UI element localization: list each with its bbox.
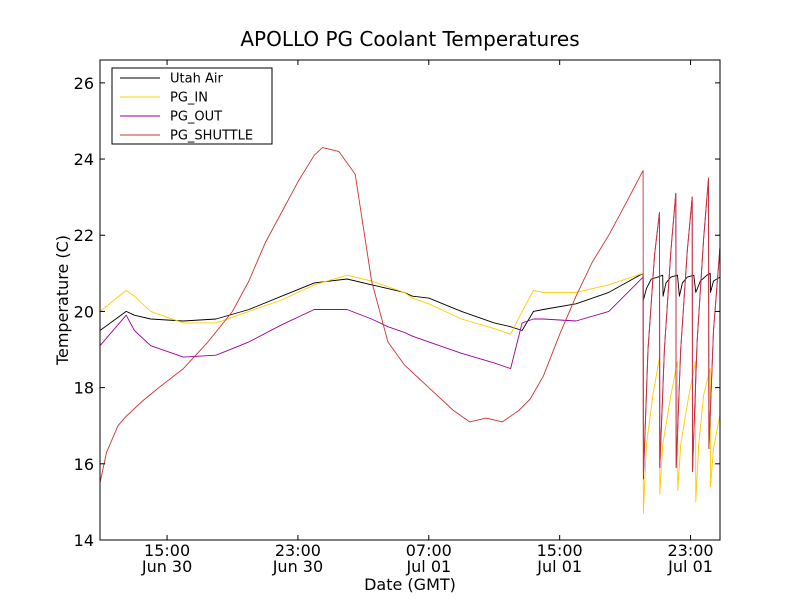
legend-label: Utah Air	[170, 72, 223, 87]
y-tick-label: 24	[74, 150, 94, 169]
x-tick-label-time: 23:00	[275, 541, 321, 560]
y-tick-label: 22	[74, 226, 94, 245]
y-tick-label: 26	[74, 74, 94, 93]
x-tick-label-date: Jun 30	[272, 557, 323, 576]
y-tick-label: 20	[74, 302, 94, 321]
x-tick-label-date: Jun 30	[141, 557, 192, 576]
x-tick-label-date: Jul 01	[405, 557, 451, 576]
x-tick-label-time: 15:00	[144, 541, 190, 560]
legend-label: PG_IN	[170, 91, 208, 106]
y-tick-label: 16	[74, 455, 94, 474]
plot-frame	[99, 59, 721, 541]
y-tick-label: 14	[74, 531, 94, 550]
series-layer	[99, 147, 721, 514]
series-line-pg-shuttle	[99, 147, 721, 483]
y-axis-title: Temperature (C)	[53, 235, 72, 366]
x-tick-label-time: 23:00	[667, 541, 713, 560]
x-tick-label-time: 07:00	[406, 541, 452, 560]
legend: Utah Air PG_IN PG_OUT PG_SHUTTLE	[111, 67, 273, 145]
x-tick-label-time: 15:00	[537, 541, 583, 560]
legend-label: PG_SHUTTLE	[170, 129, 253, 144]
legend-frame	[111, 67, 273, 145]
x-tick-label-date: Jul 01	[667, 557, 713, 576]
legend-label: PG_OUT	[170, 110, 222, 125]
y-tick-label: 18	[74, 379, 94, 398]
x-tick-label-date: Jul 01	[536, 557, 582, 576]
x-axis-title: Date (GMT)	[364, 575, 456, 594]
series-line-pg-in	[99, 272, 721, 514]
chart-title: APOLLO PG Coolant Temperatures	[240, 27, 579, 51]
